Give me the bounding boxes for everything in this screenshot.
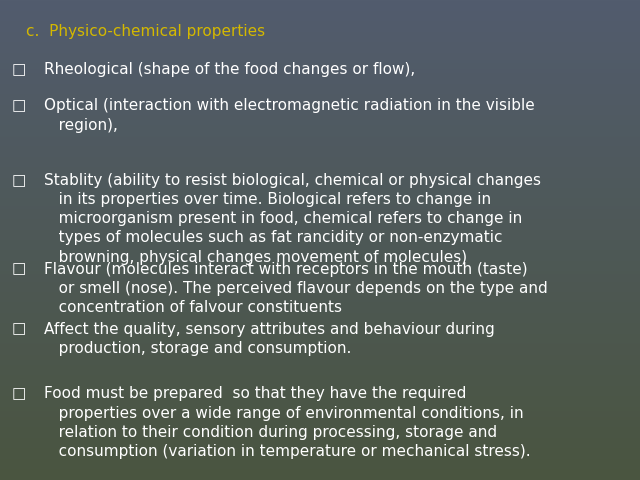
Text: □: □ (12, 322, 26, 336)
Text: □: □ (12, 173, 26, 188)
Text: Stablity (ability to resist biological, chemical or physical changes
   in its p: Stablity (ability to resist biological, … (44, 173, 541, 264)
Text: c.  Physico-chemical properties: c. Physico-chemical properties (26, 24, 265, 39)
Text: Optical (interaction with electromagnetic radiation in the visible
   region),: Optical (interaction with electromagneti… (44, 98, 534, 132)
Text: □: □ (12, 98, 26, 113)
Text: Affect the quality, sensory attributes and behaviour during
   production, stora: Affect the quality, sensory attributes a… (44, 322, 494, 356)
Text: □: □ (12, 62, 26, 77)
Text: Flavour (molecules interact with receptors in the mouth (taste)
   or smell (nos: Flavour (molecules interact with recepto… (44, 262, 547, 315)
Text: □: □ (12, 386, 26, 401)
Text: Rheological (shape of the food changes or flow),: Rheological (shape of the food changes o… (44, 62, 415, 77)
Text: □: □ (12, 262, 26, 276)
Text: Food must be prepared  so that they have the required
   properties over a wide : Food must be prepared so that they have … (44, 386, 530, 459)
